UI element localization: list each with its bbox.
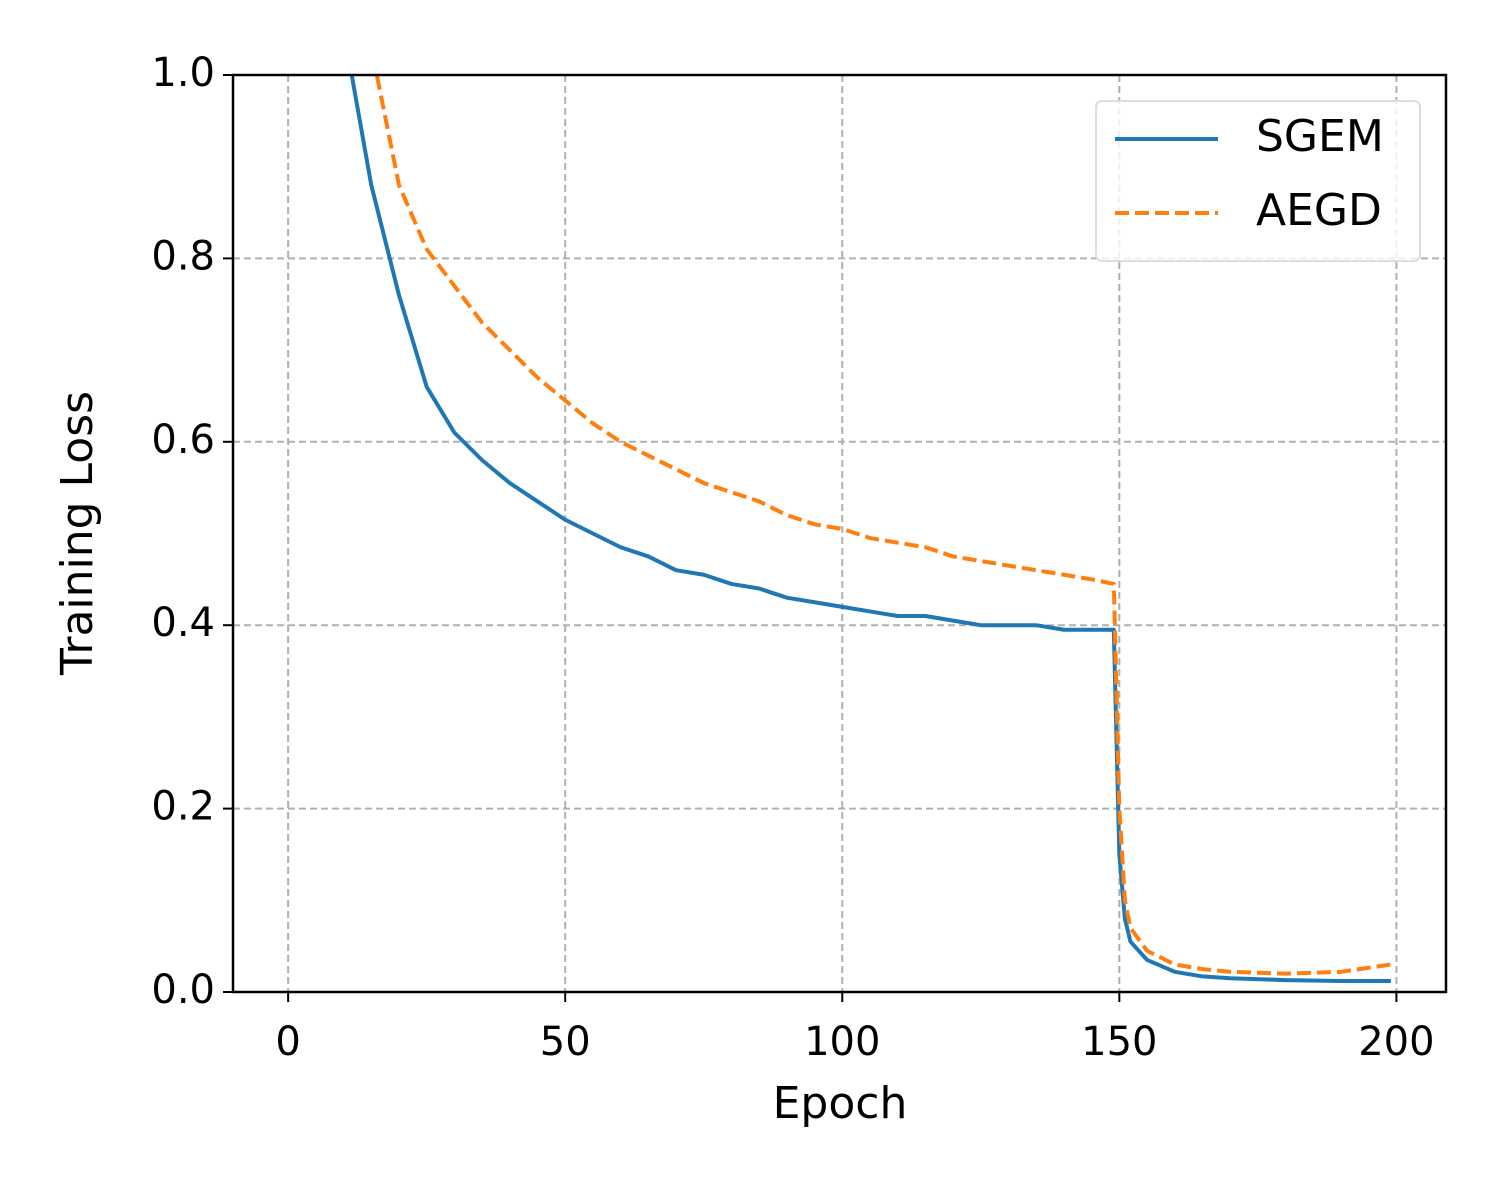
y-tick-label: 0.2 — [151, 784, 215, 830]
plot-lines — [349, 75, 1392, 983]
x-tick-label: 150 — [1081, 1019, 1157, 1065]
legend-label: AEGD — [1256, 185, 1382, 236]
y-tick-label: 0.8 — [151, 233, 215, 279]
x-tick-label: 100 — [804, 1019, 880, 1065]
y-tick-label: 0.4 — [151, 600, 215, 646]
y-tick-label: 1.0 — [151, 50, 215, 96]
y-axis-label: Training Loss — [52, 391, 103, 676]
y-tick-label: 0.0 — [151, 967, 215, 1013]
x-axis-label: Epoch — [773, 1078, 908, 1129]
line-series — [349, 75, 1391, 983]
line-series — [374, 75, 1392, 976]
legend-label: SGEM — [1256, 111, 1384, 162]
plot-frame — [231, 73, 1448, 994]
x-tick-label: 0 — [275, 1019, 300, 1065]
legend: SGEM AEGD — [1095, 100, 1421, 262]
x-tick-label: 200 — [1358, 1019, 1434, 1065]
y-tick-label: 0.6 — [151, 417, 215, 463]
x-tick-label: 50 — [540, 1019, 591, 1065]
